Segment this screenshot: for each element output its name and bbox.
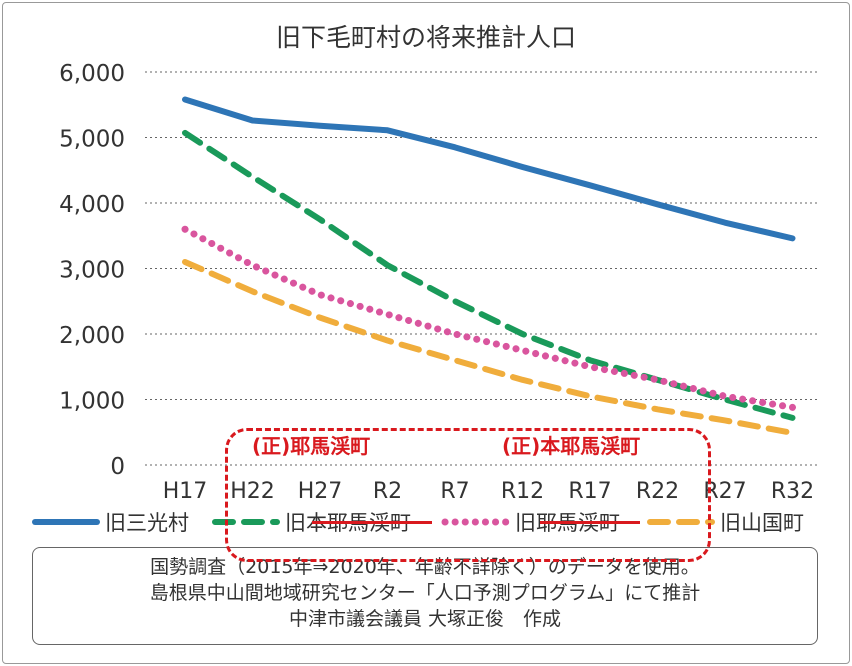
strike-line-1 (312, 521, 432, 524)
strike-line-2 (540, 521, 640, 524)
series-line-2 (181, 225, 796, 411)
series-line-0 (182, 96, 796, 242)
correction-label-1: (正)耶馬渓町 (252, 434, 371, 458)
y-tick-label: 5,000 (59, 127, 125, 153)
x-tick-label: R17 (568, 479, 611, 504)
legend-label: 旧三光村 (105, 511, 189, 535)
y-tick-label: 0 (110, 454, 125, 480)
x-tick-label: R22 (636, 479, 679, 504)
legend-label: 旧山国町 (720, 511, 804, 535)
x-tick-label: H17 (163, 479, 208, 504)
x-tick-label: H27 (298, 479, 343, 504)
y-tick-label: 1,000 (59, 389, 125, 415)
note-line-3: 中津市議会議員 大塚正俊 作成 (288, 608, 562, 630)
y-tick-label: 2,000 (59, 323, 125, 349)
x-tick-label: H22 (230, 479, 275, 504)
chart-title: 旧下毛町村の将来推計人口 (276, 23, 576, 52)
correction-label-2: (正)本耶馬渓町 (502, 434, 641, 458)
y-tick-label: 3,000 (59, 258, 125, 284)
correction-box (225, 428, 711, 562)
note-line-2: 島根県中山間地域研究センター「人口予測プログラム」にて推計 (149, 582, 701, 604)
y-tick-label: 4,000 (59, 192, 125, 218)
x-tick-label: R32 (771, 479, 814, 504)
x-tick-label: R12 (501, 479, 544, 504)
x-tick-label: R2 (373, 479, 402, 504)
series-line-3 (182, 258, 796, 436)
y-tick-label: 6,000 (59, 61, 125, 87)
line-chart: 旧下毛町村の将来推計人口 0 1,000 2,000 3,000 4,000 5,000 6,… (32, 23, 820, 535)
x-tick-label: R7 (440, 479, 469, 504)
